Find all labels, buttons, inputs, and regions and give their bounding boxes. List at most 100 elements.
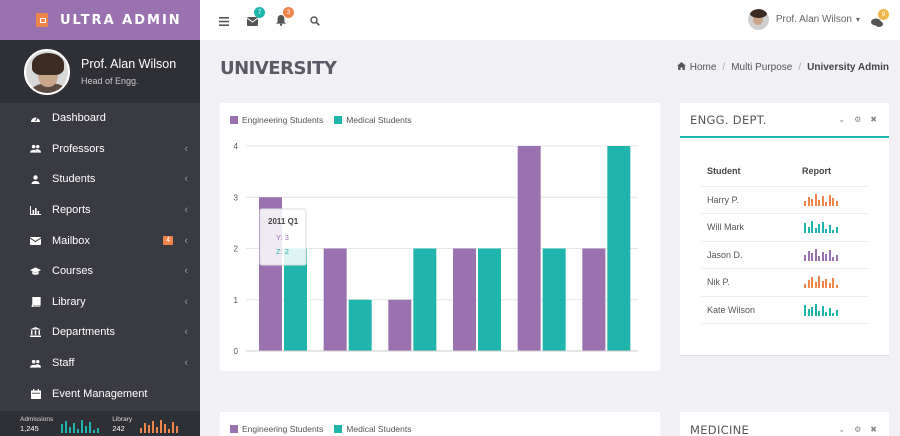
calendar-icon xyxy=(30,388,41,399)
chevron-left-icon: ‹ xyxy=(184,234,188,247)
profile-name: Prof. Alan Wilson xyxy=(81,57,177,71)
admissions-label: Admissions xyxy=(20,415,54,423)
tooltip-y-value: Y: 3 xyxy=(276,233,289,242)
legend-swatch xyxy=(230,116,238,124)
bar-medical-5[interactable] xyxy=(542,248,566,352)
sidebar-item-label: Event Management xyxy=(52,387,148,400)
sidebar-item-label: Reports xyxy=(52,204,91,217)
user-menu[interactable]: Prof. Alan Wilson ▾ xyxy=(747,9,860,30)
user-icon xyxy=(30,174,41,184)
student-name: Nik P. xyxy=(701,268,797,297)
bar-engineering-5[interactable] xyxy=(517,146,541,351)
report-sparkline xyxy=(796,296,869,324)
menu-toggle-icon[interactable] xyxy=(219,13,229,31)
table-row[interactable]: Jason D. xyxy=(701,241,869,269)
legend-item-engineering[interactable]: Engineering Students xyxy=(230,424,323,434)
page-title: UNIVERSITY xyxy=(220,58,337,79)
collapse-icon[interactable]: ⌄ xyxy=(838,115,846,124)
settings-gear-icon[interactable]: ⚙ xyxy=(854,115,862,124)
bar-engineering-4[interactable] xyxy=(453,248,476,352)
sidebar-item-label: Students xyxy=(52,173,96,186)
brand-logo-icon xyxy=(36,13,48,27)
notification-bell-icon[interactable]: 3 xyxy=(276,7,294,31)
sidebar-item-mailbox[interactable]: Mailbox 4 ‹ xyxy=(0,225,200,256)
table-row[interactable]: Kate Wilson xyxy=(701,296,869,324)
sidebar-item-professors[interactable]: Professors ‹ xyxy=(0,134,200,165)
tooltip-title: 2011 Q1 xyxy=(268,217,299,226)
collapse-icon[interactable]: ⌄ xyxy=(838,425,846,434)
sidebar-item-label: Courses xyxy=(52,265,93,278)
bar-engineering-6[interactable] xyxy=(582,248,606,352)
dashboard-icon xyxy=(30,113,41,123)
chevron-left-icon: ‹ xyxy=(184,326,188,339)
table-row[interactable]: Nik P. xyxy=(701,268,869,297)
close-icon[interactable]: ✖ xyxy=(870,115,877,124)
legend-item-medical[interactable]: Medical Students xyxy=(334,424,411,434)
y-tick-label: 4 xyxy=(234,142,239,151)
chevron-left-icon: ‹ xyxy=(184,142,188,155)
sidebar-item-departments[interactable]: Departments ‹ xyxy=(0,317,200,348)
table-row[interactable]: Will Mark xyxy=(701,213,869,242)
sidebar-item-students[interactable]: Students ‹ xyxy=(0,164,200,195)
student-name: Kate Wilson xyxy=(701,296,797,324)
library-label: Library xyxy=(112,415,133,423)
sidebar-item-courses[interactable]: Courses ‹ xyxy=(0,256,200,287)
engg-dept-title: ENGG. DEPT. xyxy=(690,112,767,127)
sidebar-item-reports[interactable]: Reports ‹ xyxy=(0,195,200,226)
chat-icon[interactable]: 9 xyxy=(871,9,889,33)
close-icon[interactable]: ✖ xyxy=(870,425,877,434)
admissions-sparkline xyxy=(61,419,100,433)
sidebar-item-staff[interactable]: Staff ‹ xyxy=(0,348,200,379)
sidebar-item-dashboard[interactable]: Dashboard xyxy=(0,103,200,134)
search-icon[interactable] xyxy=(310,13,320,31)
breadcrumb-section-link[interactable]: Multi Purpose xyxy=(731,62,793,73)
student-name: Jason D. xyxy=(701,241,797,269)
mail-count-badge: 7 xyxy=(254,7,265,18)
bar-engineering-3[interactable] xyxy=(388,299,412,351)
sidebar-item-library[interactable]: Library ‹ xyxy=(0,287,200,318)
bar-medical-4[interactable] xyxy=(478,248,501,352)
brand-bar[interactable]: ULTRA ADMIN xyxy=(0,0,200,40)
notification-count-badge: 3 xyxy=(283,7,294,18)
breadcrumb: Home / Multi Purpose / University Admin xyxy=(676,62,889,73)
admissions-value: 1,245 xyxy=(20,423,39,433)
chevron-left-icon: ‹ xyxy=(184,295,188,308)
user-avatar xyxy=(747,9,769,30)
table-row[interactable]: Harry P. xyxy=(701,186,869,214)
y-tick-label: 0 xyxy=(234,347,239,356)
envelope-icon xyxy=(30,236,41,246)
report-sparkline xyxy=(796,241,869,269)
library-sparkline xyxy=(140,419,179,433)
bar-medical-2[interactable] xyxy=(348,299,372,351)
mail-icon[interactable]: 7 xyxy=(246,7,265,31)
medicine-card: MEDICINE ⌄ ⚙ ✖ xyxy=(680,412,889,436)
bar-medical-3[interactable] xyxy=(413,248,437,352)
bar-medical-6[interactable] xyxy=(607,146,631,351)
legend-swatch xyxy=(334,116,343,124)
user-name: Prof. Alan Wilson xyxy=(775,14,852,25)
settings-gear-icon[interactable]: ⚙ xyxy=(854,425,862,434)
report-sparkline xyxy=(796,213,869,242)
legend-item-medical[interactable]: Medical Students xyxy=(334,115,411,125)
sidebar-item-event-management[interactable]: Event Management xyxy=(0,378,200,409)
breadcrumb-home-link[interactable]: Home xyxy=(689,62,717,73)
legend-label: Medical Students xyxy=(346,115,412,125)
legend-item-engineering[interactable]: Engineering Students xyxy=(230,115,323,125)
engg-dept-card: ENGG. DEPT. ⌄ ⚙ ✖ Student Report Harry P… xyxy=(680,103,889,356)
legend-swatch xyxy=(230,425,238,433)
y-tick-label: 2 xyxy=(234,245,239,254)
bar-chart-icon xyxy=(30,205,41,215)
bar-engineering-2[interactable] xyxy=(323,248,347,352)
y-tick-label: 1 xyxy=(234,296,239,305)
avatar[interactable] xyxy=(24,48,70,95)
students-chart-card: Engineering Students Medical Students 0 1… xyxy=(220,103,660,371)
sidebar-item-label: Staff xyxy=(52,357,75,370)
report-sparkline xyxy=(796,186,869,214)
students-bar-chart[interactable]: 0 1 2 3 4 2011 Q1 Y: 3 Z: 2 xyxy=(220,103,660,371)
student-name: Will Mark xyxy=(701,213,797,242)
y-tick-label: 3 xyxy=(234,193,239,202)
legend-label: Medical Students xyxy=(346,424,412,434)
library-value: 242 xyxy=(112,423,125,433)
bar-medical-1[interactable] xyxy=(284,248,307,352)
breadcrumb-current: University Admin xyxy=(807,62,889,73)
